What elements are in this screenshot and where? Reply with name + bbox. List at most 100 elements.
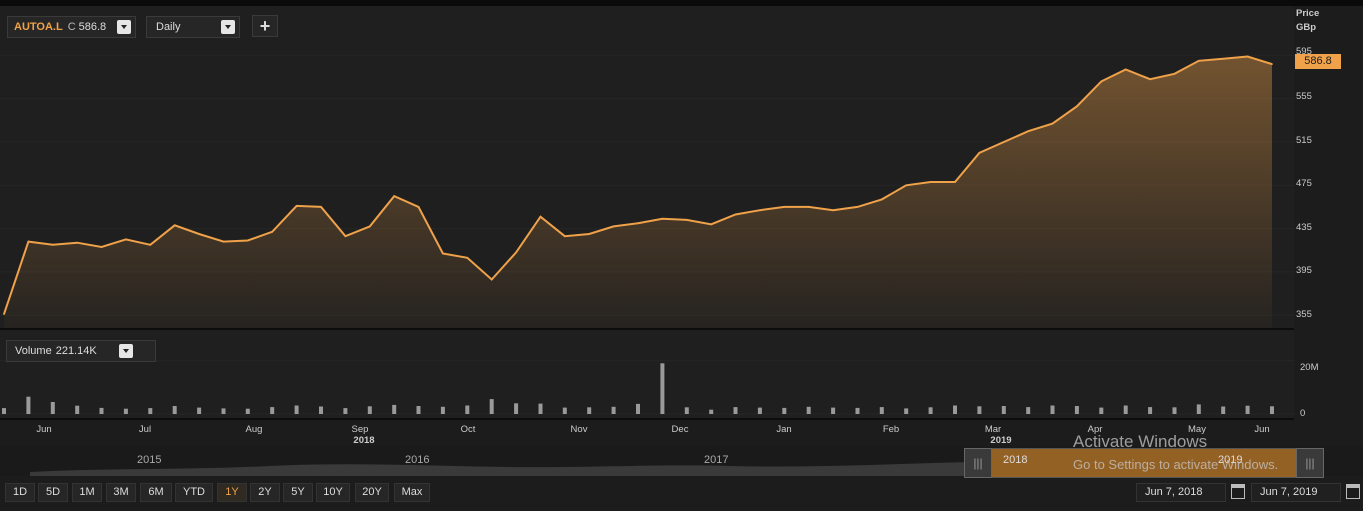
navigator-sparkline	[30, 462, 970, 476]
price-point	[1002, 141, 1005, 143]
range-1d-button[interactable]: 1D	[5, 483, 35, 502]
price-point	[807, 206, 810, 208]
price-point	[1076, 105, 1078, 108]
volume-bar	[392, 404, 397, 414]
range-3m-button[interactable]: 3M	[106, 483, 136, 502]
price-point	[271, 231, 274, 233]
price-point	[3, 313, 5, 315]
month-label: Feb	[882, 424, 900, 435]
price-point	[1222, 57, 1225, 60]
volume-bar	[782, 407, 787, 414]
range-5d-button[interactable]: 5D	[38, 483, 68, 502]
price-point	[783, 206, 786, 208]
range-20y-button[interactable]: 20Y	[355, 483, 389, 502]
range-2y-button[interactable]: 2Y	[250, 483, 280, 502]
month-label: Apr	[1087, 424, 1103, 435]
price-point	[198, 233, 200, 235]
range-ytd-button[interactable]: YTD	[175, 483, 213, 502]
range-5y-button[interactable]: 5Y	[283, 483, 313, 502]
price-point	[320, 206, 322, 208]
calendar-icon[interactable]	[1346, 484, 1360, 499]
chevron-down-icon[interactable]	[221, 20, 235, 34]
navigator-right-handle[interactable]: |||	[1296, 448, 1324, 478]
volume-bar	[855, 407, 860, 414]
volume-bar	[172, 406, 177, 414]
volume-bar	[270, 407, 275, 414]
month-label: Aug	[245, 424, 263, 435]
navigator-year: 2016	[405, 454, 430, 466]
year-label: 2019	[990, 435, 1012, 446]
price-tick: 515	[1296, 135, 1312, 146]
volume-bar	[904, 408, 909, 414]
price-point	[222, 240, 225, 243]
volume-bar	[709, 409, 714, 414]
volume-tick: 20M	[1300, 362, 1319, 373]
volume-selector[interactable]: Volume 221.14K	[6, 340, 156, 362]
range-6m-button[interactable]: 6M	[140, 483, 172, 502]
volume-bar	[1099, 407, 1104, 414]
current-price-badge: 586.8	[1295, 54, 1341, 69]
chevron-down-icon[interactable]	[119, 344, 133, 358]
price-point	[173, 224, 176, 227]
price-point	[490, 278, 493, 281]
volume-bar	[562, 407, 567, 414]
navigator-left-handle[interactable]: |||	[964, 448, 992, 478]
navigator-window[interactable]	[964, 448, 1324, 478]
month-label: Jul	[138, 424, 152, 435]
price-point	[466, 257, 469, 259]
volume-bar	[1001, 406, 1006, 414]
month-label: May	[1188, 424, 1206, 435]
volume-bar	[660, 363, 665, 414]
price-area	[4, 56, 1272, 328]
price-point	[51, 244, 54, 246]
chevron-down-icon[interactable]	[117, 20, 131, 34]
price-point	[1051, 122, 1054, 125]
volume-bar	[99, 407, 104, 414]
volume-bar	[465, 405, 470, 414]
volume-bar	[367, 406, 372, 414]
volume-bar	[1026, 407, 1031, 414]
month-label: Jun	[36, 424, 52, 435]
price-axis-title: Price	[1296, 8, 1320, 19]
price-point	[539, 215, 542, 218]
volume-bar	[123, 408, 128, 414]
close-value: 586.8	[78, 21, 107, 33]
add-indicator-button[interactable]: +	[252, 15, 278, 37]
price-point	[27, 240, 30, 243]
price-point	[417, 206, 420, 208]
calendar-icon[interactable]	[1231, 484, 1245, 499]
price-point	[295, 205, 298, 207]
price-point	[1124, 68, 1127, 71]
start-date-field[interactable]: Jun 7, 2018	[1136, 483, 1226, 502]
end-date-field[interactable]: Jun 7, 2019	[1251, 483, 1341, 502]
volume-bar	[50, 402, 55, 414]
price-point	[1027, 130, 1029, 132]
panel-divider-bottom	[0, 418, 1294, 420]
volume-bar	[294, 405, 299, 414]
price-point	[125, 238, 127, 241]
watermark-subtitle: Go to Settings to activate Windows.	[1073, 457, 1279, 472]
volume-bar	[26, 396, 31, 414]
month-label: Oct	[460, 424, 476, 435]
price-tick: 475	[1296, 178, 1312, 189]
interval-selector[interactable]: Daily	[146, 16, 240, 38]
volume-bar	[75, 405, 80, 414]
price-point	[856, 206, 859, 208]
range-1y-button[interactable]: 1Y	[217, 483, 247, 502]
volume-bar	[953, 405, 957, 414]
volume-bar	[1123, 405, 1128, 414]
range-max-button[interactable]: Max	[394, 483, 430, 502]
symbol-selector[interactable]: AUTOA.L C 586.8	[7, 16, 136, 38]
interval-label: Daily	[156, 21, 181, 33]
volume-bar	[1245, 405, 1250, 414]
range-1m-button[interactable]: 1M	[72, 483, 102, 502]
price-point	[1246, 55, 1249, 58]
price-point	[759, 209, 761, 211]
month-label: Dec	[671, 424, 689, 435]
volume-bar	[221, 408, 226, 414]
month-label: Jun	[1254, 424, 1270, 435]
volume-bar	[514, 403, 519, 414]
price-point	[1271, 63, 1273, 65]
price-tick: 555	[1296, 91, 1312, 102]
range-10y-button[interactable]: 10Y	[316, 483, 350, 502]
